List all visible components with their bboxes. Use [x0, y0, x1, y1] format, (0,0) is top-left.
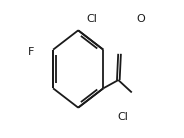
Text: O: O	[137, 14, 145, 24]
Text: Cl: Cl	[86, 14, 97, 24]
Text: F: F	[28, 47, 35, 57]
Text: Cl: Cl	[118, 112, 128, 122]
